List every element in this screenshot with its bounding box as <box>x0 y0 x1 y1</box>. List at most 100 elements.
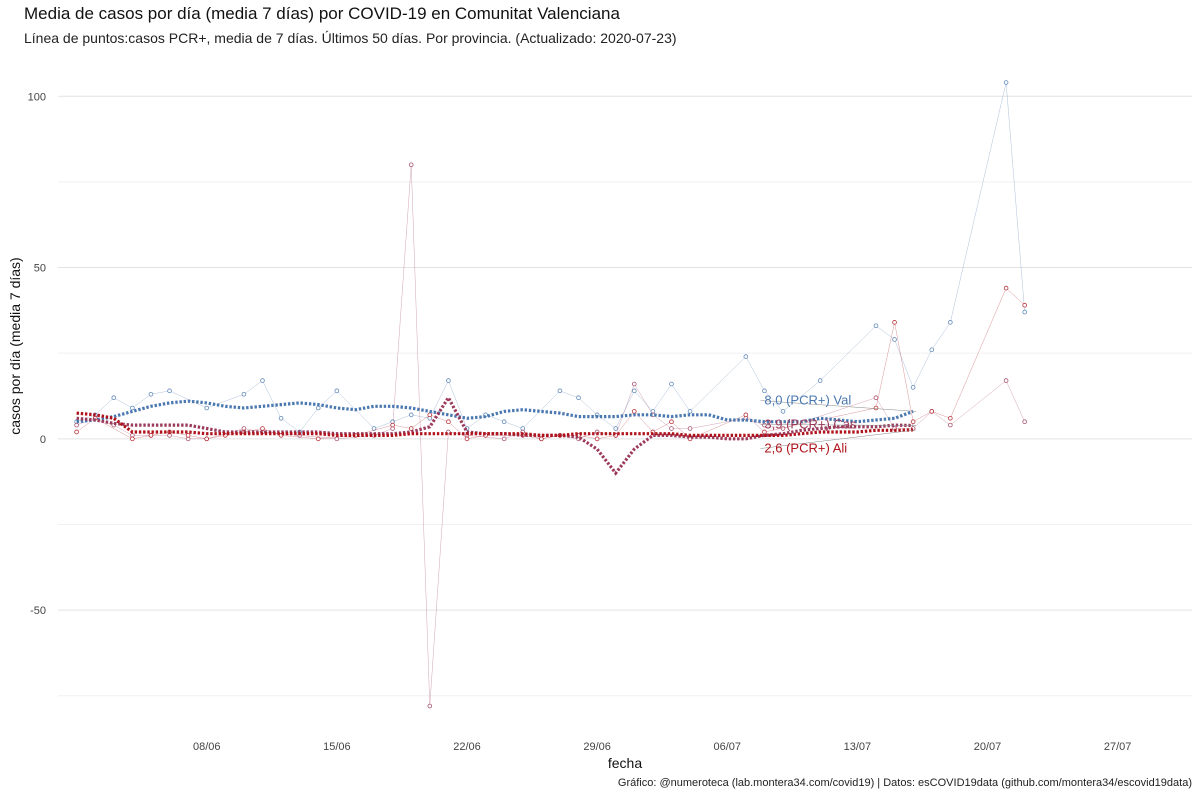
y-axis-ticks: -50 0 50 100 <box>28 91 46 617</box>
daily-point-cas <box>501 436 507 442</box>
avg-line-ali <box>76 411 914 437</box>
x-tick-label: 06/07 <box>713 741 741 753</box>
daily-point-val <box>1022 309 1027 315</box>
daily-point-val <box>892 337 897 342</box>
y-axis-title: casos por día (media 7 días) <box>7 257 23 434</box>
daily-point-val <box>241 391 247 397</box>
series-label-ali: 2,6 (PCR+) Ali <box>764 441 847 456</box>
x-tick-label: 27/07 <box>1104 741 1132 753</box>
x-tick-label: 13/07 <box>844 741 872 753</box>
daily-point-ali <box>669 419 674 424</box>
daily-point-ali <box>148 433 154 438</box>
daily-point-ali <box>185 433 191 438</box>
daily-point-ali <box>204 436 210 442</box>
daily-point-val <box>948 320 953 325</box>
daily-point-val <box>669 381 674 387</box>
x-tick-label: 20/07 <box>974 741 1002 753</box>
daily-point-val <box>167 388 172 394</box>
daily-point-val <box>780 409 786 414</box>
x-tick-label: 29/06 <box>583 741 611 753</box>
y-tick-label: 0 <box>40 434 46 446</box>
label-leader-ali <box>760 429 917 449</box>
daily-line-val <box>76 82 1025 433</box>
daily-point-ali <box>130 436 135 442</box>
daily-point-ali <box>1003 285 1009 291</box>
daily-point-cas <box>669 426 674 431</box>
x-tick-label: 08/06 <box>193 741 221 753</box>
daily-point-ali <box>427 412 433 418</box>
daily-point-cas <box>780 426 786 431</box>
daily-point-ali <box>315 436 321 442</box>
daily-point-val <box>334 388 340 394</box>
series-labels-layer: 8,0 (PCR+) Val 3,9 (PCR+) Cas 2,6 (PCR+) A… <box>760 393 917 456</box>
daily-point-cas <box>948 422 953 428</box>
label-leader-cas <box>760 424 917 426</box>
daily-point-ali <box>910 419 916 424</box>
daily-point-ali <box>892 320 897 325</box>
daily-point-cas <box>687 426 693 431</box>
daily-points-layer <box>74 80 1027 709</box>
daily-point-val <box>743 354 749 359</box>
average-lines-layer <box>76 394 914 476</box>
daily-point-val <box>130 405 135 411</box>
daily-point-ali <box>631 409 637 414</box>
daily-point-ali <box>446 419 451 424</box>
daily-point-ali <box>929 409 935 414</box>
daily-point-ali <box>260 426 265 431</box>
daily-point-val <box>631 388 637 394</box>
daily-point-cas <box>873 395 879 401</box>
daily-point-val <box>613 426 619 431</box>
x-tick-label: 22/06 <box>453 741 481 753</box>
daily-point-val <box>929 347 935 353</box>
daily-point-val <box>260 378 265 383</box>
daily-point-cas <box>74 422 79 428</box>
daily-point-cas <box>631 381 637 387</box>
series-label-cas: 3,9 (PCR+) Cas <box>764 417 857 432</box>
daily-point-ali <box>743 412 749 418</box>
daily-point-ali <box>464 436 470 442</box>
daily-point-cas <box>427 703 433 709</box>
daily-point-val <box>408 412 414 418</box>
avg-line-cas <box>76 394 914 476</box>
x-axis-ticks: 08/06 15/06 22/06 29/06 06/07 13/07 20/07 27/07 <box>193 741 1131 753</box>
x-axis-title: fecha <box>608 755 642 771</box>
chart-subtitle: Línea de puntos:casos PCR+, media de 7 d… <box>24 30 677 46</box>
y-tick-label: 50 <box>34 263 46 275</box>
daily-point-ali <box>74 429 79 435</box>
y-tick-label: -50 <box>30 605 46 617</box>
daily-point-ali <box>408 426 414 431</box>
label-leader-val <box>760 400 917 412</box>
y-tick-label: 100 <box>28 91 46 103</box>
chart-caption: Gráfico: @numeroteca (lab.montera34.com/… <box>617 777 1192 789</box>
daily-point-val <box>501 419 507 424</box>
daily-point-ali <box>594 436 600 442</box>
daily-point-cas <box>1003 378 1009 383</box>
x-tick-label: 15/06 <box>323 741 351 753</box>
daily-point-val <box>687 409 693 414</box>
daily-point-cas <box>408 162 414 168</box>
daily-point-ali <box>948 415 953 421</box>
daily-point-val <box>148 391 154 397</box>
daily-point-ali <box>539 436 544 442</box>
daily-point-val <box>315 405 321 411</box>
daily-point-val <box>371 426 377 431</box>
daily-point-val <box>446 378 451 383</box>
daily-point-val <box>557 388 563 394</box>
daily-point-val <box>762 388 767 394</box>
daily-point-val <box>204 405 210 411</box>
daily-point-cas <box>1022 419 1027 424</box>
daily-point-val <box>278 415 284 421</box>
series-label-val: 8,0 (PCR+) Val <box>764 393 851 408</box>
daily-point-val <box>111 395 117 401</box>
daily-point-ali <box>873 405 879 411</box>
daily-point-ali <box>1022 302 1027 308</box>
daily-point-val <box>1003 80 1009 85</box>
daily-point-ali <box>390 422 395 428</box>
daily-point-val <box>817 378 823 383</box>
daily-point-val <box>576 395 581 401</box>
daily-line-ali <box>76 287 1025 440</box>
chart-title: Media de casos por día (media 7 días) po… <box>24 4 620 23</box>
daily-point-cas <box>334 436 340 442</box>
